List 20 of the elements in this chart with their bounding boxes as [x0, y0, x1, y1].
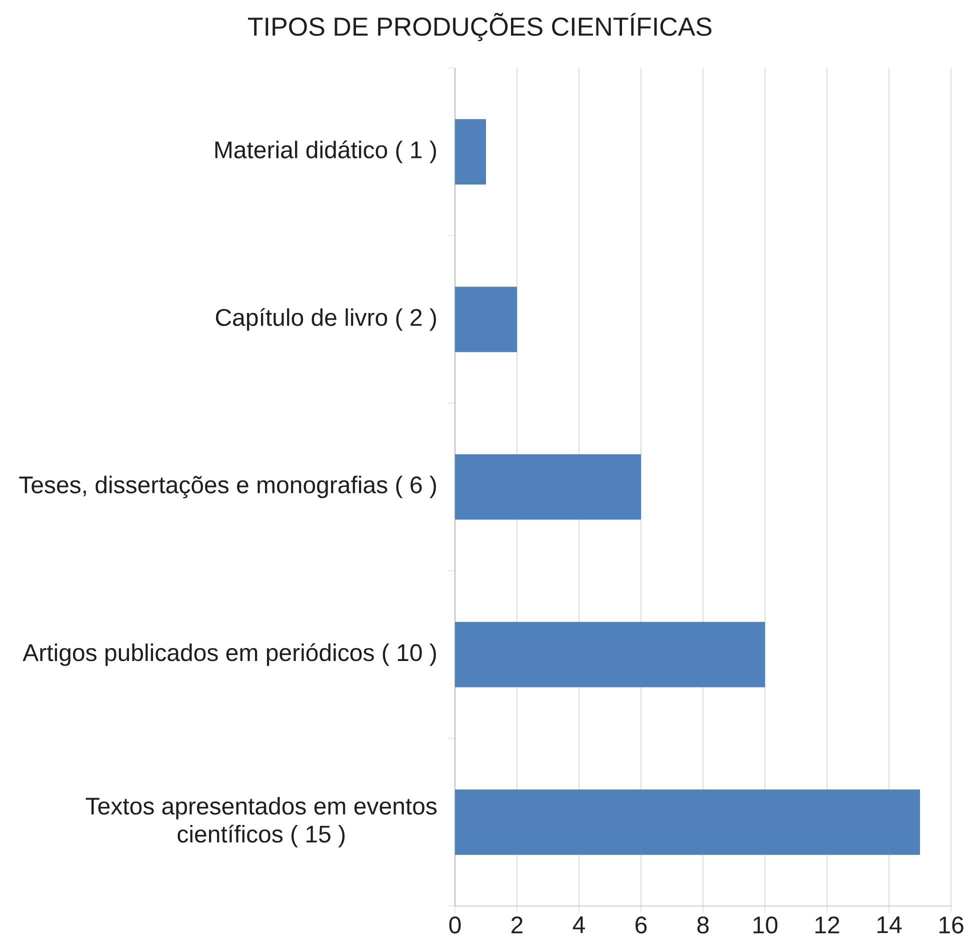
y-tick-label: Textos apresentados em eventos científicos ( 15 ) [86, 797, 437, 848]
bar [455, 119, 486, 184]
bar [455, 622, 766, 688]
x-tick-label: 14 [877, 916, 902, 934]
x-tick-label: 16 [939, 916, 964, 934]
x-tick-label: 6 [636, 916, 647, 934]
y-tick-label: Teses, dissertações e monografias ( 6 ) [19, 476, 436, 498]
x-tick-label: 2 [512, 916, 522, 934]
bar [455, 286, 518, 352]
bar [455, 454, 642, 520]
y-tick-label: Artigos publicados em periódicos ( 10 ) [22, 643, 436, 666]
x-tick-label: 12 [815, 916, 840, 934]
bar [455, 790, 920, 855]
x-tick-label: 0 [449, 916, 461, 934]
y-tick-label: Capítulo de livro ( 2 ) [216, 308, 436, 331]
x-tick-label: 4 [572, 916, 585, 934]
x-tick-label: 8 [697, 916, 709, 934]
chart-title: TIPOS DE PRODUÇÕES CIENTÍFICAS [248, 12, 712, 42]
x-tick-label: 10 [753, 916, 778, 934]
y-tick-label: Material didático ( 1 ) [215, 140, 436, 164]
